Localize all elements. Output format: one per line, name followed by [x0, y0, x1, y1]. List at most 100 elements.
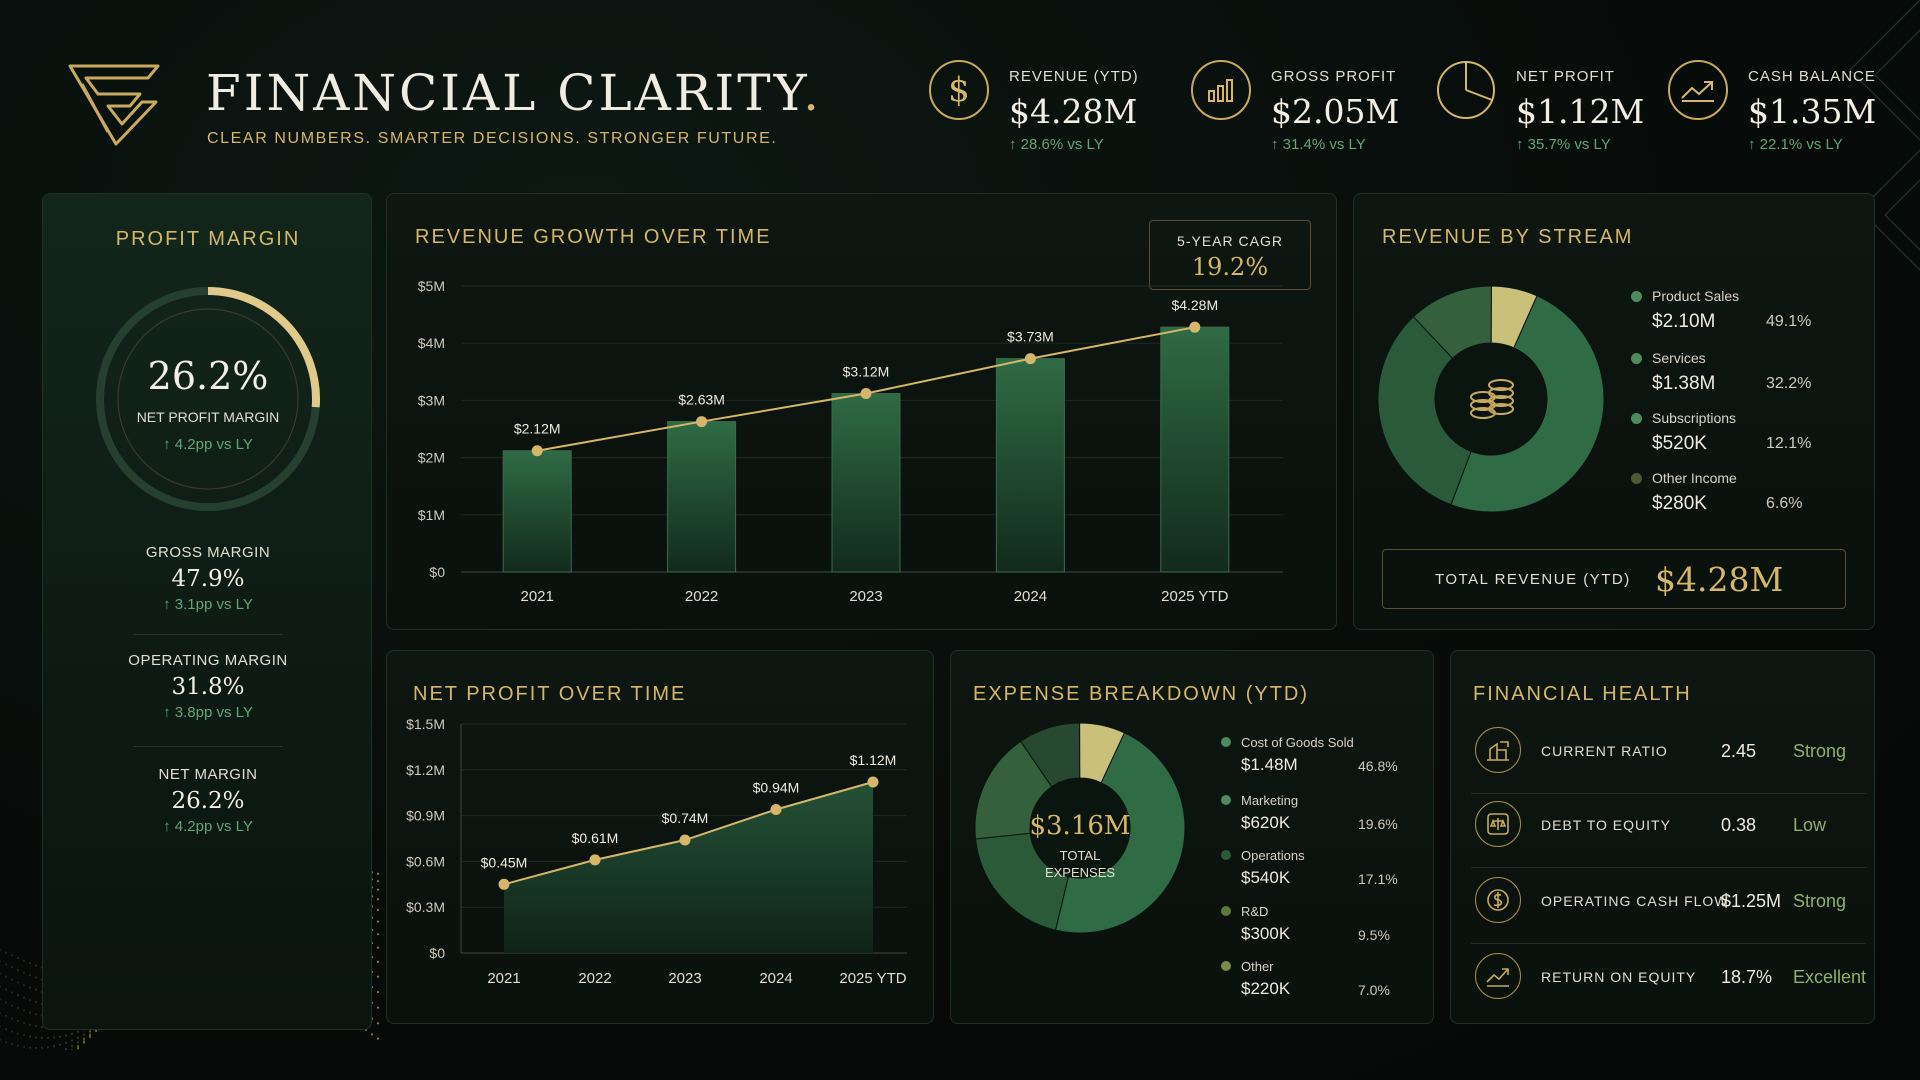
- x-tick-label: 2023: [849, 588, 882, 605]
- coin: [1488, 387, 1514, 399]
- x-tick-label: 2023: [668, 970, 701, 987]
- x-tick-label: 2024: [1014, 588, 1047, 605]
- legend-dot: [1221, 737, 1231, 747]
- net-profit-point: [498, 878, 510, 890]
- divider: [1471, 867, 1866, 868]
- revenue-bar: [1160, 326, 1230, 573]
- building-icon: [1475, 727, 1521, 773]
- cagr-label: 5-YEAR CAGR: [1177, 233, 1283, 249]
- y-tick-label: $0.3M: [406, 899, 445, 915]
- y-tick-label: $0.9M: [406, 808, 445, 824]
- health-row-return-on-equity: RETURN ON EQUITY 18.7% Excellent: [1471, 947, 1866, 1021]
- legend-percent: 9.5%: [1358, 927, 1390, 943]
- legend-value: $620K: [1241, 813, 1291, 832]
- health-row-current-ratio: CURRENT RATIO 2.45 Strong: [1471, 721, 1866, 795]
- legend-value: $220K: [1241, 979, 1291, 998]
- x-tick-label: 2022: [578, 970, 611, 987]
- revenue-data-label: $2.12M: [514, 421, 561, 437]
- net-profit-data-label: $1.12M: [850, 752, 897, 768]
- revenue-data-label: $3.12M: [843, 364, 890, 380]
- gauge-value: 26.2%: [147, 354, 269, 398]
- legend-name: R&D: [1241, 904, 1269, 919]
- revenue-point: [1189, 321, 1201, 333]
- y-tick-label: $0: [429, 564, 445, 580]
- legend-dot: [1631, 473, 1642, 484]
- donut-slice: [1079, 722, 1126, 784]
- expense-breakdown-title: EXPENSE BREAKDOWN (YTD): [973, 683, 1310, 705]
- legend-dot: [1221, 795, 1231, 805]
- revenue-data-label: $4.28M: [1171, 297, 1218, 313]
- revenue-growth-card: REVENUE GROWTH OVER TIME 5-YEAR CAGR 19.…: [386, 193, 1337, 630]
- x-tick-label: 2024: [759, 970, 792, 987]
- legend-name: Cost of Goods Sold: [1241, 735, 1354, 750]
- profit-margin-card: PROFIT MARGIN 26.2% NET PROFIT MARGIN ↑ …: [42, 193, 372, 1030]
- gauge-inner-ring: [117, 308, 299, 490]
- divider: [1471, 943, 1866, 944]
- legend-value: $540K: [1241, 868, 1291, 887]
- expense-total-label-1: TOTAL: [1059, 848, 1101, 863]
- legend-percent: 32.2%: [1766, 375, 1812, 392]
- gross-margin-value: 47.9%: [171, 566, 245, 592]
- revenue-bar: [502, 450, 572, 573]
- net-profit-title: NET PROFIT OVER TIME: [413, 683, 687, 705]
- revenue-point: [531, 445, 543, 457]
- legend-name: Marketing: [1241, 793, 1299, 808]
- revenue-stream-title: REVENUE BY STREAM: [1382, 226, 1634, 248]
- legend-name: Operations: [1241, 848, 1305, 863]
- legend-value: $300K: [1241, 924, 1291, 943]
- net-margin-gauge: [96, 287, 320, 511]
- net-margin-label: NET MARGIN: [158, 766, 258, 783]
- legend-dot: [1221, 906, 1231, 916]
- net-profit-point: [770, 803, 782, 815]
- gauge-label: NET PROFIT MARGIN: [136, 409, 280, 425]
- legend-dot: [1631, 291, 1642, 302]
- legend-name: Product Sales: [1652, 288, 1740, 304]
- financial-health-title: FINANCIAL HEALTH: [1473, 683, 1692, 705]
- legend-percent: 17.1%: [1358, 871, 1398, 887]
- legend-dot: [1631, 353, 1642, 364]
- divider: [1471, 793, 1866, 794]
- y-tick-label: $5M: [418, 278, 445, 294]
- net-profit-chart: $0 $0.3M $0.6M $0.9M $1.2M $1.5M $0.45M 2021 $0.…: [406, 716, 907, 987]
- gauge-fill: [207, 287, 320, 408]
- revenue-stream-card: REVENUE BY STREAM Product Sales $2.10M 49.…: [1353, 193, 1875, 630]
- operating-margin-change: ↑ 3.8pp vs LY: [163, 704, 253, 721]
- financial-health-card: FINANCIAL HEALTH CURRENT RATIO 2.45 Stro…: [1450, 650, 1875, 1024]
- divider: [133, 634, 283, 635]
- revenue-bar: [667, 421, 737, 573]
- revenue-point: [860, 388, 872, 400]
- net-profit-point: [589, 854, 601, 866]
- profit-margin-title: PROFIT MARGIN: [115, 228, 301, 250]
- legend-value: $520K: [1652, 433, 1707, 454]
- donut-slice: [975, 832, 1069, 931]
- gross-margin-label: GROSS MARGIN: [145, 544, 271, 561]
- brand-tagline: CLEAR NUMBERS. SMARTER DECISIONS. STRONG…: [207, 130, 778, 147]
- net-margin-value: 26.2%: [171, 788, 245, 814]
- legend-dot: [1221, 850, 1231, 860]
- y-tick-label: $4M: [418, 335, 445, 351]
- legend-value: $2.10M: [1652, 311, 1716, 332]
- expense-donut: [974, 722, 1186, 934]
- y-tick-label: $2M: [418, 450, 445, 466]
- revenue-point: [696, 416, 708, 428]
- legend-value: $1.38M: [1652, 373, 1716, 394]
- operating-margin-value: 31.8%: [171, 674, 245, 700]
- legend-percent: 6.6%: [1766, 495, 1803, 512]
- revenue-growth-chart: $0 $1M $2M $3M $4M $5M 2021 2022 2023 2024 2025 YT…: [418, 278, 1283, 605]
- net-profit-card: NET PROFIT OVER TIME $0 $0.3M $0.6M $0.9M $1…: [386, 650, 934, 1024]
- dollar-icon: $: [929, 60, 989, 120]
- total-revenue-label: TOTAL REVENUE (YTD): [1435, 571, 1631, 588]
- revenue-data-label: $3.73M: [1007, 329, 1054, 345]
- expense-total-value: $3.16M: [1029, 811, 1131, 841]
- net-margin-change: ↑ 4.2pp vs LY: [163, 818, 253, 835]
- y-tick-label: $1.5M: [406, 716, 445, 732]
- x-tick-label: 2021: [487, 970, 520, 987]
- y-tick-label: $1.2M: [406, 762, 445, 778]
- revenue-data-label: $2.63M: [678, 392, 725, 408]
- net-profit-data-label: $0.45M: [481, 854, 528, 870]
- net-profit-data-label: $0.74M: [662, 810, 709, 826]
- health-row-debt-to-equity: DEBT TO EQUITY 0.38 Low: [1471, 795, 1866, 869]
- y-tick-label: $1M: [418, 507, 445, 523]
- pie-chart-icon: [1436, 60, 1496, 120]
- total-revenue-value: $4.28M: [1655, 560, 1784, 599]
